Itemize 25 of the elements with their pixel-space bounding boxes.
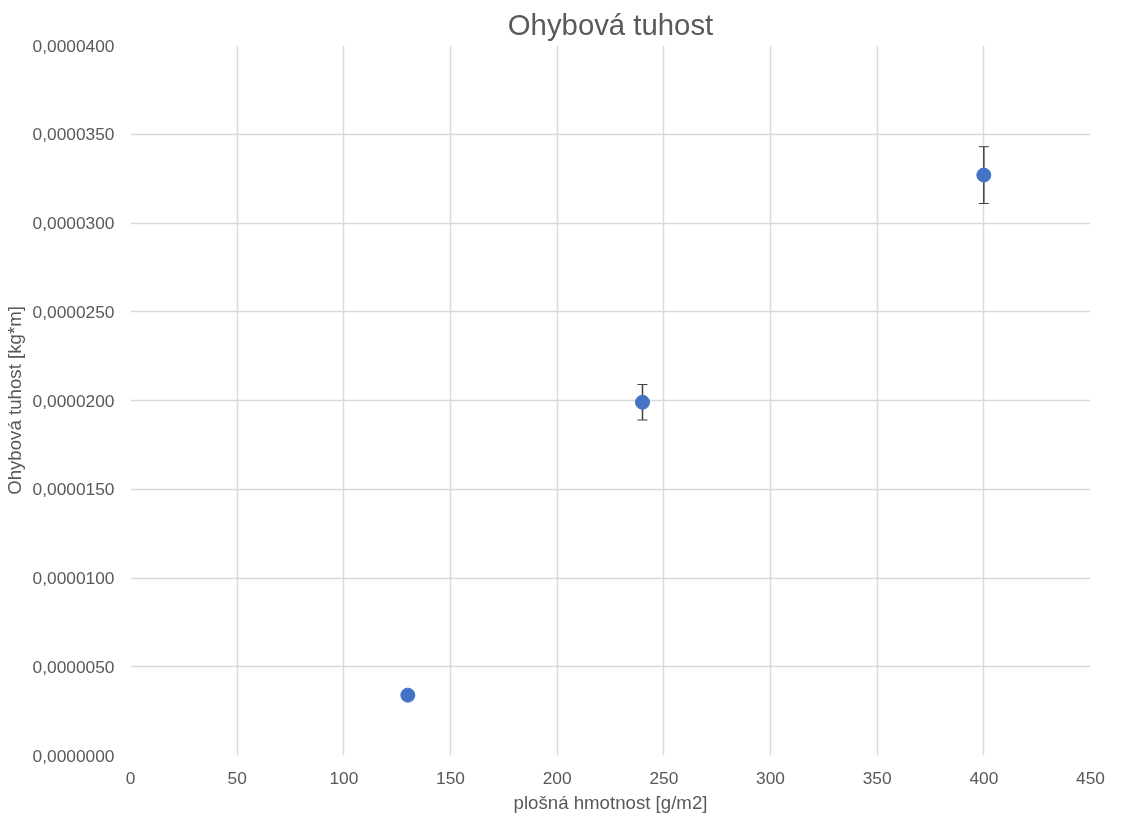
y-tick-label: 0,0000300 bbox=[32, 213, 115, 233]
point bbox=[635, 394, 650, 410]
x-tick-label: 450 bbox=[1076, 767, 1105, 788]
y-tick-label: 0,0000350 bbox=[32, 124, 115, 145]
x-tick-label: 50 bbox=[227, 767, 247, 788]
x-tick-label: 400 bbox=[969, 767, 999, 788]
x-axis-title: plošná hmotnost [g/m2] bbox=[513, 791, 708, 813]
y-tick-label: 0,0000000 bbox=[32, 745, 115, 766]
point bbox=[976, 167, 992, 183]
y-tick-label: 0,0000050 bbox=[32, 656, 115, 677]
y-tick-label: 0,0000200 bbox=[32, 390, 115, 411]
y-tick-label: 0,0000100 bbox=[32, 568, 115, 588]
y-tick-label: 0,0000250 bbox=[32, 301, 115, 322]
x-tick-label: 300 bbox=[756, 767, 785, 788]
x-tick-label: 350 bbox=[862, 767, 892, 788]
point bbox=[400, 687, 416, 703]
x-tick-label: 150 bbox=[436, 767, 465, 788]
x-tick-label: 250 bbox=[649, 767, 679, 788]
chart-title: Ohybová tuhost bbox=[507, 7, 714, 41]
x-tick-label: 200 bbox=[542, 767, 572, 788]
y-tick-label: 0,0000150 bbox=[32, 479, 115, 500]
x-tick-label: 0 bbox=[125, 767, 136, 788]
x-tick-label: 100 bbox=[329, 767, 359, 788]
y-axis-title: Ohybová tuhost [kg*m] bbox=[3, 306, 25, 495]
y-tick-label: 0,0000400 bbox=[32, 35, 115, 56]
